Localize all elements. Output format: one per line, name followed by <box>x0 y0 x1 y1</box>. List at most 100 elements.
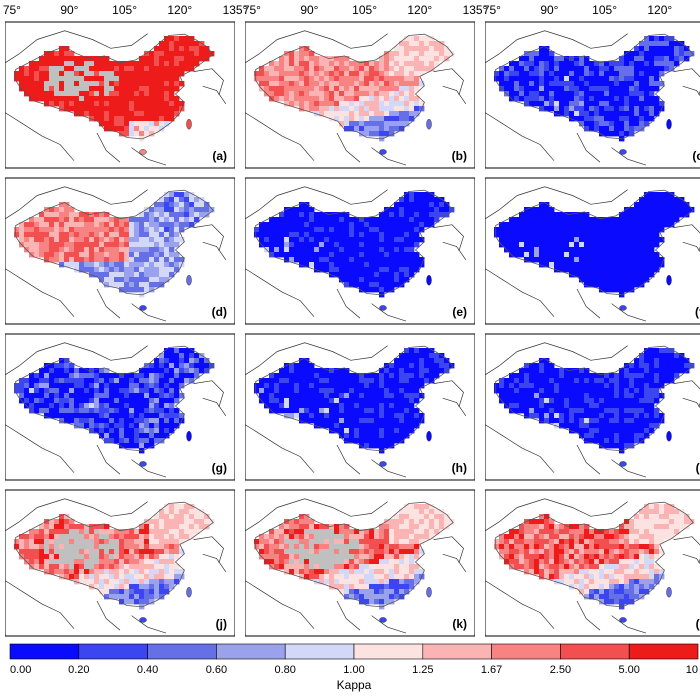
kappa-cell <box>139 544 145 550</box>
kappa-cell <box>174 197 180 203</box>
kappa-cell <box>159 373 165 379</box>
kappa-cell <box>404 252 410 258</box>
kappa-cell <box>144 554 150 560</box>
kappa-cell <box>429 358 435 364</box>
kappa-cell <box>109 116 115 122</box>
kappa-cell <box>569 86 575 92</box>
kappa-cell <box>569 222 575 228</box>
kappa-cell <box>369 373 375 379</box>
kappa-cell <box>364 91 370 97</box>
kappa-cell <box>164 529 170 535</box>
kappa-cell <box>294 373 300 379</box>
kappa-cell <box>419 539 425 545</box>
kappa-cell <box>74 529 80 535</box>
kappa-cell <box>269 378 275 384</box>
kappa-cell <box>69 262 75 268</box>
kappa-cell <box>139 267 145 273</box>
kappa-cell <box>629 368 635 374</box>
kappa-cell <box>649 207 655 213</box>
kappa-cell <box>519 408 525 414</box>
kappa-cell <box>374 61 380 67</box>
kappa-cell <box>599 76 605 82</box>
kappa-cell <box>574 96 580 102</box>
kappa-cell <box>434 41 440 47</box>
kappa-cell <box>119 126 125 132</box>
kappa-cell <box>329 257 335 263</box>
kappa-cell <box>594 222 600 228</box>
kappa-cell <box>534 86 540 92</box>
kappa-cell <box>659 66 665 72</box>
kappa-cell <box>189 514 195 520</box>
kappa-cell <box>154 56 160 62</box>
kappa-cell <box>354 86 360 92</box>
kappa-cell <box>604 126 610 132</box>
kappa-cell <box>629 76 635 82</box>
kappa-cell <box>159 433 165 439</box>
kappa-cell <box>94 559 100 565</box>
kappa-cell <box>134 222 140 228</box>
kappa-cell <box>579 398 585 404</box>
kappa-cell <box>424 202 430 208</box>
kappa-cell <box>294 393 300 399</box>
kappa-cell <box>159 509 165 515</box>
kappa-cell <box>349 388 355 394</box>
kappa-cell <box>619 131 625 137</box>
kappa-cell <box>544 81 550 87</box>
kappa-cell <box>439 358 445 364</box>
kappa-cell <box>359 539 365 545</box>
kappa-cell <box>394 227 400 233</box>
kappa-cell <box>554 242 560 248</box>
kappa-cell <box>354 534 360 540</box>
kappa-cell <box>299 51 305 57</box>
kappa-cell <box>104 589 110 595</box>
kappa-cell <box>99 534 105 540</box>
kappa-cell <box>149 56 155 62</box>
kappa-cell <box>114 126 120 132</box>
kappa-cell <box>104 56 110 62</box>
kappa-cell <box>374 423 380 429</box>
kappa-cell <box>364 544 370 550</box>
kappa-cell <box>609 423 615 429</box>
kappa-cell <box>169 96 175 102</box>
kappa-cell <box>494 71 500 77</box>
kappa-cell <box>184 51 190 57</box>
kappa-cell <box>169 363 175 369</box>
kappa-cell <box>99 433 105 439</box>
kappa-cell <box>64 232 70 238</box>
kappa-cell <box>174 509 180 515</box>
kappa-cell <box>59 262 65 268</box>
kappa-cell <box>149 242 155 248</box>
kappa-cell <box>539 242 545 248</box>
longitude-tick-label: 120° <box>407 3 432 17</box>
kappa-cell <box>104 423 110 429</box>
kappa-cell <box>339 378 345 384</box>
kappa-cell <box>404 277 410 283</box>
kappa-cell <box>124 91 130 97</box>
kappa-cell <box>524 398 530 404</box>
kappa-cell <box>94 56 100 62</box>
kappa-cell <box>144 574 150 580</box>
kappa-cell <box>109 564 115 570</box>
kappa-cell <box>574 257 580 263</box>
kappa-cell <box>154 71 160 77</box>
kappa-cell <box>154 524 160 530</box>
kappa-cell <box>359 287 365 293</box>
kappa-cell <box>334 96 340 102</box>
kappa-cell <box>659 257 665 263</box>
kappa-cell <box>639 126 645 132</box>
kappa-cell <box>169 373 175 379</box>
kappa-cell <box>319 61 325 67</box>
kappa-cell <box>114 589 120 595</box>
kappa-cell <box>299 212 305 218</box>
kappa-cell <box>54 363 60 369</box>
kappa-cell <box>39 539 45 545</box>
kappa-cell <box>639 222 645 228</box>
kappa-cell <box>639 111 645 117</box>
kappa-cell <box>374 272 380 278</box>
kappa-cell <box>419 348 425 354</box>
kappa-cell <box>554 393 560 399</box>
kappa-cell <box>289 403 295 409</box>
kappa-cell <box>589 423 595 429</box>
kappa-cell <box>144 594 150 600</box>
kappa-cell <box>549 237 555 243</box>
